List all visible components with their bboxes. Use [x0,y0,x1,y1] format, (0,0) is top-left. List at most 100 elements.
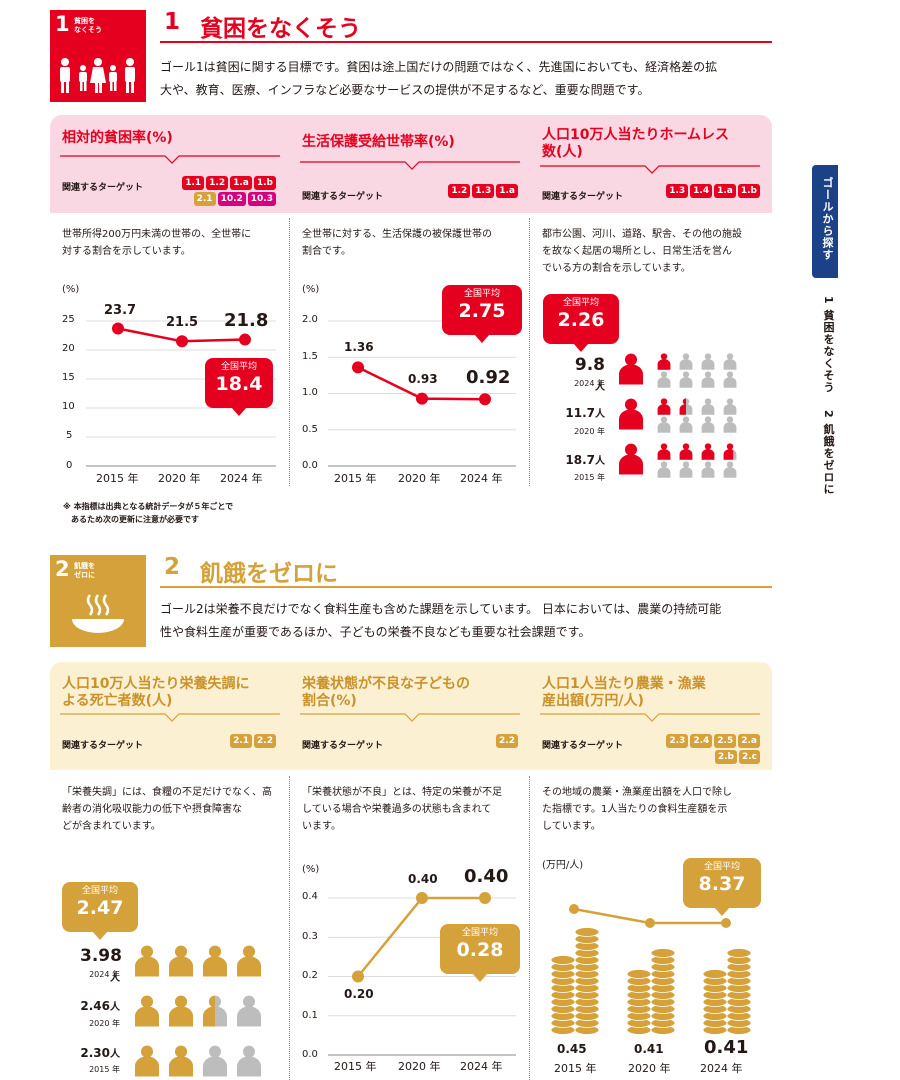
target-tag: 10.2 [217,192,246,206]
person-icon [203,1045,227,1077]
y-tick: 15 [62,372,75,383]
card-title: 人口10万人当たりホームレス 数(人) [542,127,730,160]
person-icon [723,461,737,478]
x-label: 2020 年 [628,1062,671,1075]
goal-search-tab[interactable]: ゴールから探す [812,165,838,278]
y-tick: 20 [62,343,75,354]
goal1-number: 1 [164,9,181,35]
target-tag: 1.b [253,176,276,190]
title-chevron [300,161,520,170]
data-point [416,892,428,904]
goal1-icon-text: 貧困を なくそう [74,17,102,34]
goal2-icon-text: 飢餓を ゼロに [74,562,95,579]
target-tag: 10.3 [247,192,276,206]
target-tag: 1.a [496,184,518,198]
value-label: 1.36 [344,340,374,354]
person-icon [679,443,693,460]
x-label: 2015 年 [334,472,377,485]
y-unit: (%) [302,284,320,295]
target-label: 関連するターゲット [542,192,624,202]
person-icon [657,371,671,388]
value-label: 0.20 [344,987,374,1001]
person-icon [723,371,737,388]
target-tag: 2.5 [714,734,737,748]
y-unit: (万円/人) [542,860,584,871]
data-point [645,918,655,928]
card-separator [289,776,290,1080]
target-label: 関連するターゲット [62,741,144,751]
coin [726,948,752,958]
goal2-heading: 2 飢餓をゼロに [160,550,772,588]
goal2-number: 2 [164,554,181,580]
target-tags: 1.2 1.3 1.a [414,184,518,200]
target-label: 関連するターゲット [302,741,384,751]
footnote: ※ 本指標は出典となる統計データが５年ごとで あるため次の更新に注意が必要です [63,502,234,524]
bowl-icon [72,594,124,633]
x-label: 2020 年 [398,472,441,485]
title-chevron [300,713,520,722]
person-icon [723,443,737,460]
target-tag: 2.b [714,750,737,764]
coin [574,927,600,937]
person-icon [169,995,193,1027]
picto-year: 2015 年 [89,1065,120,1074]
national-average-badge: 全国平均 2.26 [543,294,619,352]
y-tick: 1.5 [302,351,318,362]
target-label: 関連するターゲット [542,741,624,751]
data-point [479,393,491,406]
x-label: 2024 年 [220,472,263,485]
goal2-rule [160,586,772,588]
person-icon [701,398,715,415]
person-icon [203,945,227,977]
card-title: 栄養状態が不良な子どもの 割合(%) [302,676,470,709]
person-icon [657,443,671,460]
y-tick: 0.2 [302,970,318,981]
person-icon [657,398,671,415]
y-unit: (%) [302,864,320,875]
target-tag: 2.2 [496,734,518,748]
card-separator [289,218,290,486]
target-tag: 1.2 [448,184,471,198]
card-title: 相対的貧困率(%) [62,130,173,146]
goal1-heading: 1 貧困をなくそう [160,5,772,43]
national-average-badge: 全国平均 2.47 [62,882,138,940]
national-average-badge: 全国平均 2.75 [442,285,522,343]
person-icon [679,461,693,478]
target-tag: 1.3 [472,184,495,198]
target-tag: 2.c [738,750,760,764]
person-icon [657,461,671,478]
person-icon [679,416,693,433]
x-label: 2015 年 [554,1062,597,1075]
homeless-pictogram [619,353,737,478]
value-label: 0.92 [466,367,511,388]
target-tag: 2.a [738,734,760,748]
picto-year: 2020 年 [89,1019,120,1028]
data-point [721,918,731,928]
card-description: その地域の農業・漁業産出額を人口で除し た指標です。1人当たりの食料生産額を示 して… [542,787,732,832]
y-tick: 0.3 [302,931,318,942]
value-label: 0.41 [704,1037,749,1058]
card-title: 人口10万人当たり栄養失調に よる死亡者数(人) [62,676,250,709]
target-tags: 1.3 1.4 1.a 1.b [656,184,760,200]
card-description: 「栄養状態が不良」とは、特定の栄養が不足 している場合や栄養過多の状態も含まれてい… [302,787,502,832]
value-label: 0.41 [634,1042,664,1056]
y-tick: 0.0 [302,1049,318,1060]
data-point [239,333,251,346]
person-icon [701,443,715,460]
goal1-description: ゴール1は貧困に関する目標です。貧困は途上国だけの問題ではなく、先進国においても… [160,60,718,97]
y-tick: 0.0 [302,460,318,471]
value-label: 21.5 [166,315,199,330]
side-link-goal2[interactable]: 2 飢餓をゼロに [822,410,835,496]
coin [702,969,728,979]
x-label: 2015 年 [334,1060,377,1073]
person-icon [135,995,159,1027]
person-icon [723,416,737,433]
person-icon [723,398,737,415]
person-icon [701,371,715,388]
data-point [416,392,428,405]
card-title: 人口1人当たり農業・漁業 産出額(万円/人) [542,676,706,709]
side-link-goal1[interactable]: 1 貧困をなくそう [822,296,835,394]
picto-value: 2.30人 [80,1046,120,1060]
card-description: 都市公園、河川、道路、駅舎、その他の施設 を故なく起居の場所とし、日常生活を営んで… [542,229,742,274]
